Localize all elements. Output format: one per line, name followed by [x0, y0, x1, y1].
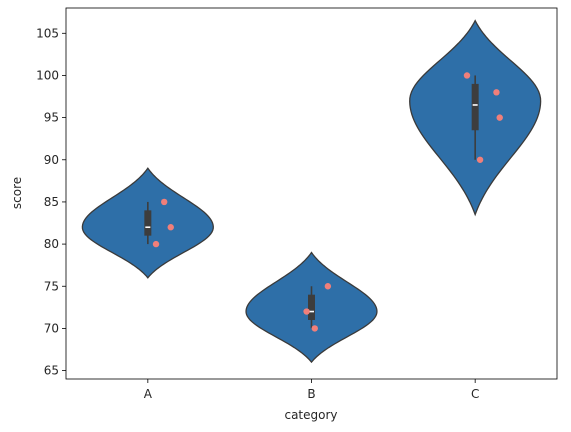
data-point-C [493, 89, 500, 96]
y-axis-label: score [10, 177, 24, 209]
data-point-B [324, 283, 332, 290]
data-point-A [152, 240, 160, 248]
data-point-B [303, 308, 310, 315]
y-tick-label: 105 [36, 26, 59, 40]
x-tick-label: B [307, 387, 315, 401]
data-point-C [496, 114, 503, 121]
y-tick-label: 75 [44, 279, 59, 293]
x-axis-label: category [284, 408, 337, 422]
y-tick-label: 90 [44, 153, 59, 167]
iqr-box-A [144, 210, 152, 236]
data-point-A [161, 198, 168, 206]
y-tick-label: 85 [44, 195, 59, 209]
y-tick-label: 70 [44, 321, 59, 335]
data-point-C [476, 156, 484, 163]
y-tick-label: 100 [36, 68, 59, 82]
y-tick-label: 80 [44, 237, 59, 251]
x-tick-label: C [471, 387, 479, 401]
y-tick-label: 65 [44, 364, 59, 378]
y-axis: 65 70 75 80 85 90 95 100 105 [36, 26, 66, 378]
x-axis: A B C [144, 379, 479, 401]
data-point-B [311, 325, 318, 332]
iqr-box-C [471, 83, 479, 131]
violin-group [81, 19, 542, 364]
data-point-A [167, 224, 174, 231]
x-tick-label: A [144, 387, 153, 401]
data-point-C [463, 72, 471, 79]
iqr-box-B [308, 294, 315, 320]
y-tick-label: 95 [44, 111, 59, 125]
